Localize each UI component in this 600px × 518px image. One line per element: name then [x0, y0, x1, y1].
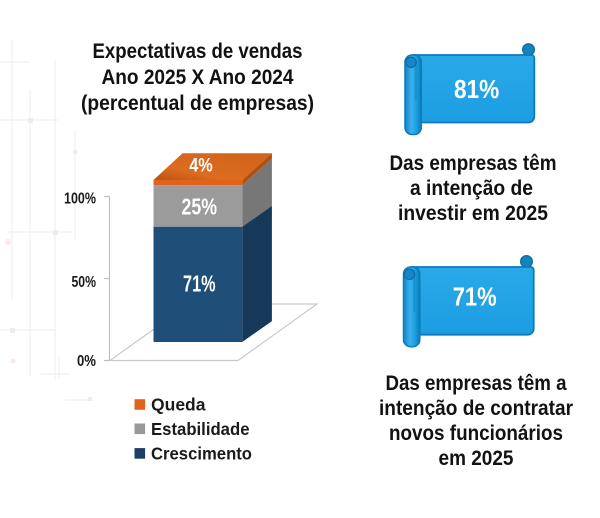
svg-text:novos funcionários: novos funcionários: [389, 421, 563, 445]
svg-text:(percentual de empresas): (percentual de empresas): [81, 91, 314, 115]
svg-text:71%: 71%: [183, 271, 216, 297]
svg-text:50%: 50%: [72, 274, 97, 291]
svg-text:em 2025: em 2025: [439, 446, 514, 470]
svg-text:Das empresas têm: Das empresas têm: [390, 151, 557, 175]
svg-text:100%: 100%: [64, 191, 96, 208]
svg-text:25%: 25%: [182, 194, 218, 220]
svg-text:81%: 81%: [454, 76, 499, 104]
svg-text:a intenção de: a intenção de: [410, 176, 533, 200]
svg-text:Estabilidade: Estabilidade: [151, 419, 250, 439]
svg-text:Expectativas de vendas: Expectativas de vendas: [93, 39, 303, 63]
svg-text:Ano 2025 X Ano 2024: Ano 2025 X Ano 2024: [102, 65, 294, 89]
svg-text:investir em 2025: investir em 2025: [398, 201, 548, 225]
svg-text:0%: 0%: [77, 353, 96, 370]
svg-text:Queda: Queda: [151, 395, 206, 415]
svg-text:intenção de contratar: intenção de contratar: [379, 396, 574, 420]
svg-text:Crescimento: Crescimento: [151, 443, 252, 463]
svg-text:71%: 71%: [453, 284, 497, 312]
svg-text:Das empresas têm a: Das empresas têm a: [386, 371, 568, 395]
svg-text:4%: 4%: [189, 156, 213, 177]
